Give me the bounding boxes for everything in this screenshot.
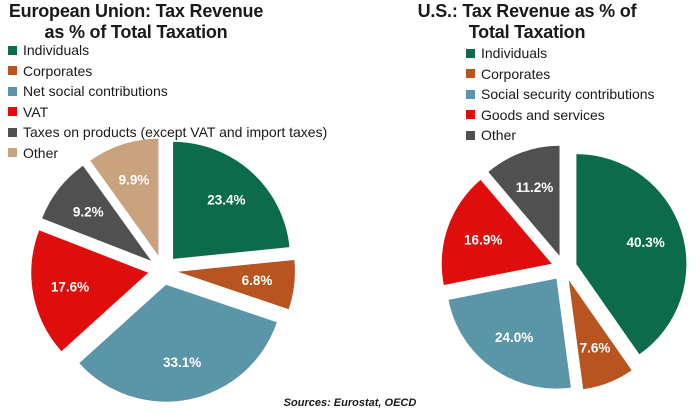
eu-legend: Individuals Corporates Net social contri… (8, 40, 327, 163)
eu-slice-label: 23.4% (207, 192, 245, 207)
eu-slice-label: 9.9% (119, 172, 150, 187)
us-legend-item: Goods and services (466, 105, 655, 126)
us-slice-label: 24.0% (495, 330, 533, 345)
eu-legend-item: Net social contributions (8, 81, 327, 102)
us-slice (568, 280, 632, 390)
eu-legend-item: Taxes on products (except VAT and import… (8, 122, 327, 143)
eu-legend-item: VAT (8, 102, 327, 123)
eu-legend-label: Taxes on products (except VAT and import… (23, 124, 328, 141)
eu-legend-item: Individuals (8, 40, 327, 61)
eu-legend-label: Corporates (23, 62, 93, 79)
eu-slice (90, 138, 159, 256)
eu-legend-item: Other (8, 143, 327, 164)
eu-legend-label: Net social contributions (23, 83, 168, 100)
us-legend-swatch (466, 48, 475, 58)
eu-legend-label: Individuals (23, 42, 90, 59)
us-chart-panel: U.S.: Tax Revenue as % of Total Taxation… (380, 0, 700, 395)
eu-legend-label: Other (23, 144, 59, 161)
us-slice (448, 278, 571, 389)
eu-chart-panel: European Union: Tax Revenue as % of Tota… (0, 0, 360, 402)
us-legend-item: Corporates (466, 64, 655, 85)
eu-slice-label: 6.8% (242, 273, 273, 288)
us-legend-swatch (466, 130, 475, 140)
us-legend-swatch (466, 110, 475, 120)
us-legend: Individuals Corporates Social security c… (466, 43, 655, 146)
eu-legend-swatch (8, 86, 17, 96)
eu-legend-swatch (8, 66, 17, 76)
us-slice-label: 11.2% (516, 180, 554, 195)
us-slice-label: 7.6% (580, 340, 611, 355)
us-slice (441, 179, 552, 286)
eu-legend-swatch (8, 148, 17, 158)
us-legend-item: Individuals (466, 43, 655, 64)
us-legend-swatch (466, 89, 475, 99)
eu-slice (31, 230, 149, 352)
eu-legend-swatch (8, 127, 17, 137)
eu-slice (177, 259, 295, 310)
us-legend-item: Social security contributions (466, 84, 655, 105)
us-legend-label: Corporates (481, 65, 551, 82)
eu-slice (173, 141, 290, 259)
us-slice-label: 40.3% (627, 235, 665, 250)
eu-legend-label: VAT (23, 103, 49, 120)
eu-slice-label: 17.6% (51, 280, 89, 295)
eu-slice (42, 165, 152, 261)
us-pie-chart: 40.3% 7.6% 24.0% 16.9% 11.2% (441, 145, 687, 390)
eu-slice-label: 33.1% (163, 355, 201, 370)
us-legend-label: Goods and services (481, 106, 605, 123)
eu-legend-swatch (8, 107, 17, 117)
eu-slice-label: 9.2% (73, 205, 104, 220)
us-chart-title: U.S.: Tax Revenue as % of Total Taxation (417, 1, 637, 42)
eu-chart-title: European Union: Tax Revenue as % of Tota… (8, 1, 264, 42)
eu-legend-swatch (8, 45, 17, 55)
us-slice-label: 16.9% (464, 232, 502, 247)
us-slice (488, 145, 560, 256)
eu-pie-chart: 23.4% 6.8% 33.1% 17.6% 9.2% 9.9% (31, 138, 295, 402)
us-legend-swatch (466, 69, 475, 79)
source-note: Sources: Eurostat, OECD (283, 397, 417, 409)
us-legend-item: Other (466, 125, 655, 146)
eu-legend-item: Corporates (8, 61, 327, 82)
eu-slice (79, 284, 277, 402)
us-legend-label: Individuals (481, 45, 548, 62)
us-slice (576, 154, 687, 355)
us-legend-label: Other (481, 127, 517, 144)
us-legend-label: Social security contributions (481, 86, 655, 103)
